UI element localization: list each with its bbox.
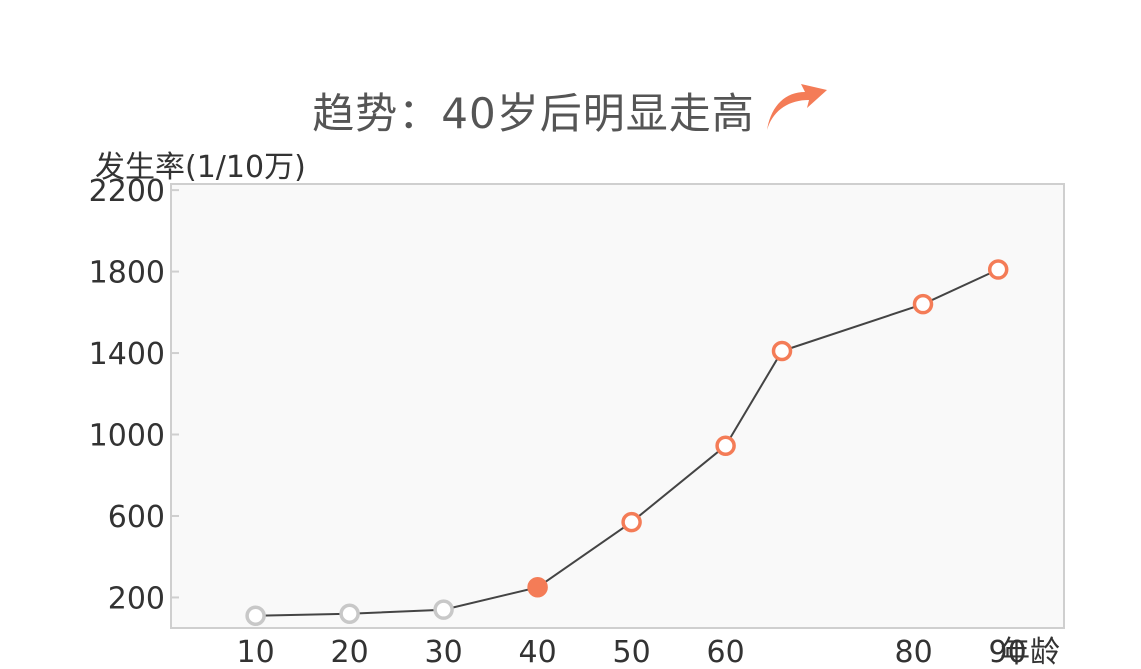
x-tick-label: 50 bbox=[613, 635, 651, 669]
x-tick-label: 40 bbox=[519, 635, 557, 669]
x-tick-label: 90 bbox=[989, 635, 1027, 669]
y-axis: 200 600 1000 1400 1800 2200 bbox=[89, 174, 179, 616]
y-tick-label: 600 bbox=[108, 500, 165, 535]
x-tick-label: 30 bbox=[425, 635, 463, 669]
x-axis-label: 年龄 bbox=[1000, 635, 1060, 669]
x-tick-label: 80 bbox=[895, 635, 933, 669]
y-axis-label: 发生率(1/10万) bbox=[95, 150, 306, 185]
data-point bbox=[339, 603, 360, 624]
y-tick-label: 1400 bbox=[89, 337, 165, 372]
data-point bbox=[245, 605, 266, 627]
data-point bbox=[771, 340, 793, 362]
series-points-group bbox=[245, 259, 1009, 627]
data-point bbox=[621, 511, 642, 533]
y-tick-label: 1800 bbox=[89, 256, 165, 291]
data-point bbox=[527, 577, 548, 598]
data-point bbox=[433, 599, 454, 620]
x-axis: 10 20 30 40 50 60 80 90 bbox=[237, 635, 1027, 669]
plot-area bbox=[170, 183, 1065, 629]
chart-title: 趋势：40岁后明显走高 bbox=[312, 88, 755, 138]
title-row: 趋势：40岁后明显走高 bbox=[0, 80, 1141, 140]
data-point bbox=[912, 293, 934, 315]
y-tick-label: 2200 bbox=[89, 174, 165, 209]
y-tick-label: 1000 bbox=[89, 419, 165, 454]
y-tick-label: 200 bbox=[108, 581, 165, 616]
data-point bbox=[715, 435, 736, 456]
trend-up-arrow-icon bbox=[766, 84, 827, 130]
x-tick-label: 20 bbox=[331, 635, 369, 669]
x-tick-label: 10 bbox=[237, 635, 275, 669]
x-tick-label: 60 bbox=[707, 635, 745, 669]
data-point bbox=[987, 259, 1009, 280]
